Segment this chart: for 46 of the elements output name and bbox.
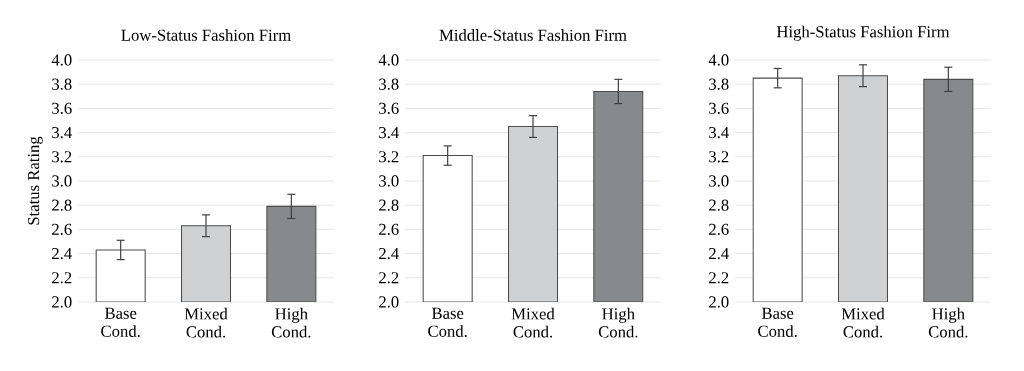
x-tick-label: High Cond. (598, 307, 638, 338)
x-tick-label: High Cond. (271, 307, 311, 338)
y-tick-label: 2.4 (709, 247, 729, 260)
y-tick-label: 3.8 (379, 78, 399, 90)
y-tick-label: 2.6 (379, 223, 399, 236)
x-tick-label: Base Cond. (758, 307, 797, 337)
y-tick-label: 3.2 (379, 151, 399, 163)
y-tick-label: 2.6 (709, 223, 729, 236)
y-tick-label: 2.0 (52, 296, 72, 308)
y-tick-label: 2.4 (52, 247, 72, 260)
y-tick-label: 4.0 (708, 54, 729, 66)
y-tick-label: 3.6 (379, 102, 399, 115)
x-tick-label: Mixed Cond. (184, 307, 228, 338)
chart-title: Low-Status Fashion Firm (121, 29, 291, 41)
chart-title: Middle-Status Fashion Firm (439, 29, 627, 41)
y-axis-title: Status Rating (28, 136, 43, 225)
y-tick-label: 2.2 (709, 272, 729, 284)
y-tick-label: 4.0 (51, 54, 72, 66)
y-tick-label: 3.8 (52, 78, 72, 90)
x-tick-label: Mixed Cond. (841, 307, 885, 338)
y-tick-label: 3.6 (709, 102, 729, 115)
x-tick-label: Mixed Cond. (511, 307, 555, 338)
y-tick-label: 2.8 (379, 199, 399, 211)
y-tick-label: 2.2 (379, 272, 399, 284)
y-tick-label: 3.2 (709, 151, 729, 163)
y-tick-label: 3.6 (52, 102, 72, 115)
y-tick-label: 3.4 (379, 126, 399, 139)
y-tick-label: 2.8 (709, 199, 729, 211)
chart-title: High-Status Fashion Firm (776, 25, 950, 41)
y-tick-label: 4.0 (378, 54, 399, 66)
y-tick-label: 3.2 (52, 151, 72, 163)
y-tick-label: 3.0 (379, 175, 399, 187)
y-tick-label: 3.0 (709, 175, 729, 187)
y-tick-label: 2.4 (379, 247, 399, 260)
y-tick-label: 2.6 (52, 223, 72, 236)
y-tick-label: 3.0 (52, 175, 72, 187)
y-tick-label: 2.0 (379, 296, 399, 308)
x-tick-label: Base Cond. (428, 307, 467, 337)
y-tick-label: 2.8 (52, 199, 72, 211)
x-tick-label: Base Cond. (101, 307, 140, 337)
x-tick-label: High Cond. (928, 307, 968, 338)
y-tick-label: 3.8 (709, 78, 729, 90)
y-tick-label: 2.2 (52, 272, 72, 284)
y-tick-label: 3.4 (709, 126, 729, 139)
y-tick-label: 3.4 (52, 126, 72, 139)
y-tick-label: 2.0 (709, 296, 729, 308)
